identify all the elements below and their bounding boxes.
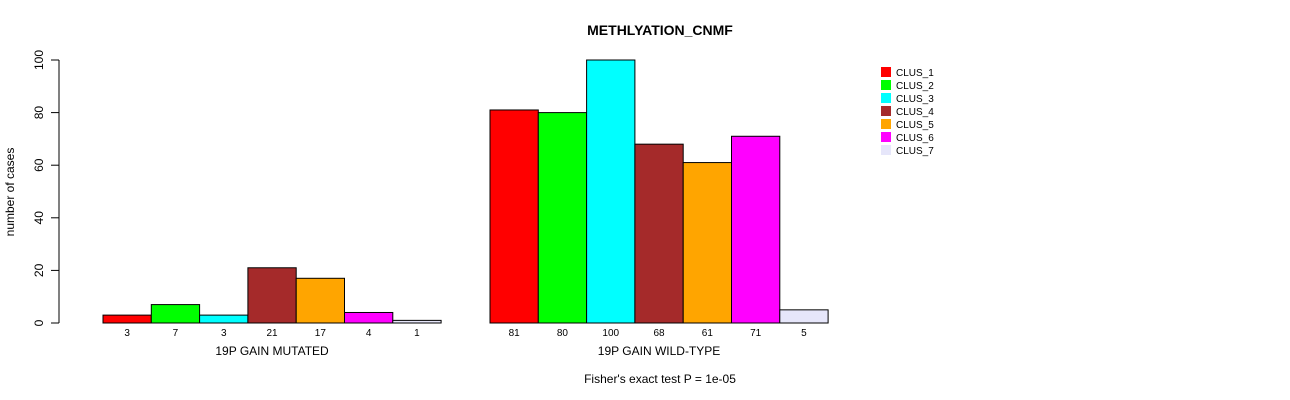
legend-swatch bbox=[881, 80, 891, 90]
bar bbox=[489, 109, 539, 324]
bar-value-label: 1 bbox=[414, 328, 420, 339]
legend-label: CLUS_5 bbox=[896, 120, 934, 131]
y-tick-label: 40 bbox=[32, 211, 46, 225]
legend-swatch bbox=[881, 119, 891, 129]
chart-title: METHLYATION_CNMF bbox=[587, 22, 733, 38]
group-label: 19P GAIN MUTATED bbox=[215, 344, 329, 358]
bar-value-label: 4 bbox=[366, 328, 372, 339]
bar-value-label: 61 bbox=[702, 328, 714, 339]
bar-value-label: 3 bbox=[124, 328, 130, 339]
footnote: Fisher's exact test P = 1e-05 bbox=[584, 372, 736, 386]
y-axis-label: number of cases bbox=[3, 148, 17, 237]
bar bbox=[634, 143, 684, 324]
legend-swatch bbox=[881, 67, 891, 77]
y-tick-label: 0 bbox=[32, 319, 46, 326]
bar-value-label: 7 bbox=[173, 328, 179, 339]
legend-label: CLUS_7 bbox=[896, 146, 934, 157]
bar bbox=[392, 319, 442, 324]
legend-swatch bbox=[881, 93, 891, 103]
bar bbox=[102, 314, 152, 324]
bar-value-label: 17 bbox=[315, 328, 327, 339]
legend-swatch bbox=[881, 145, 891, 155]
bar-value-label: 71 bbox=[750, 328, 762, 339]
legend-label: CLUS_3 bbox=[896, 94, 934, 105]
legend-swatch bbox=[881, 106, 891, 116]
y-tick-label: 80 bbox=[32, 106, 46, 120]
bar-value-label: 100 bbox=[602, 328, 619, 339]
legend-label: CLUS_6 bbox=[896, 133, 934, 144]
bar bbox=[731, 135, 781, 324]
bar bbox=[779, 309, 829, 324]
bar bbox=[682, 162, 733, 324]
bar bbox=[344, 311, 394, 324]
bar bbox=[586, 59, 636, 324]
bar-value-label: 68 bbox=[653, 328, 665, 339]
bar bbox=[537, 112, 588, 324]
bar-value-label: 3 bbox=[221, 328, 227, 339]
bar bbox=[150, 304, 201, 324]
y-tick-label: 60 bbox=[32, 158, 46, 172]
bar-value-label: 5 bbox=[801, 328, 807, 339]
group-label: 19P GAIN WILD-TYPE bbox=[598, 344, 720, 358]
legend-label: CLUS_4 bbox=[896, 107, 934, 118]
bar-value-label: 80 bbox=[557, 328, 569, 339]
bar-value-label: 21 bbox=[266, 328, 278, 339]
legend-swatch bbox=[881, 132, 891, 142]
legend-label: CLUS_2 bbox=[896, 81, 934, 92]
bar-value-label: 81 bbox=[509, 328, 521, 339]
legend-label: CLUS_1 bbox=[896, 68, 934, 79]
bar bbox=[247, 267, 297, 324]
y-tick-label: 100 bbox=[32, 50, 46, 70]
y-tick-label: 20 bbox=[32, 263, 46, 277]
bar bbox=[295, 277, 346, 324]
bar bbox=[199, 314, 249, 324]
